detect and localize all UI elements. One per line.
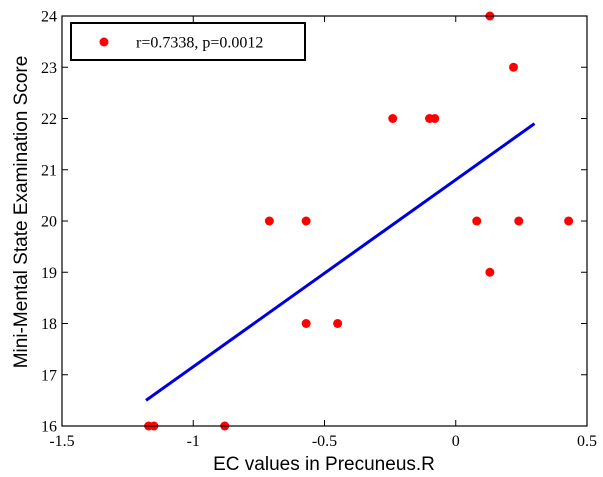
data-point — [301, 216, 311, 226]
legend: r=0.7338, p=0.0012 — [70, 22, 306, 61]
x-tick-label: -0.5 — [312, 433, 337, 450]
y-tick-label: 20 — [41, 214, 57, 231]
data-point — [485, 267, 495, 277]
y-tick-label: 22 — [41, 111, 57, 128]
data-point — [509, 62, 518, 72]
y-tick-label: 18 — [41, 316, 57, 333]
x-tick-label: -1.5 — [49, 433, 74, 450]
data-point — [264, 216, 274, 226]
y-tick-label: 19 — [41, 265, 57, 282]
y-axis-title: Mini-Mental State Examination Score — [11, 56, 32, 369]
plot-area — [144, 11, 574, 431]
data-point — [301, 319, 311, 328]
axes: -1.5 -1 -0.5 0 0.5 16 17 18 19 20 21 22 23 24 — [41, 9, 597, 451]
regression-line — [145, 122, 536, 402]
y-tick-label: 16 — [41, 419, 57, 436]
x-tick-label: 0.5 — [577, 433, 597, 450]
data-point — [514, 216, 524, 226]
y-tick-label: 24 — [41, 9, 57, 26]
x-tick-label: -1 — [187, 433, 200, 450]
data-point — [430, 114, 440, 123]
legend-label: r=0.7338, p=0.0012 — [136, 35, 263, 52]
data-point — [333, 319, 343, 328]
y-tick-label: 17 — [41, 367, 57, 384]
data-point — [388, 114, 398, 123]
x-tick-label: 0 — [452, 433, 460, 450]
data-point — [472, 216, 482, 226]
y-tick-label: 21 — [41, 162, 57, 179]
data-point — [564, 216, 574, 226]
legend-box — [70, 22, 306, 61]
y-tick-label: 23 — [41, 60, 57, 77]
x-axis-title: EC values in Precuneus.R — [213, 454, 435, 475]
legend-marker — [99, 37, 109, 47]
